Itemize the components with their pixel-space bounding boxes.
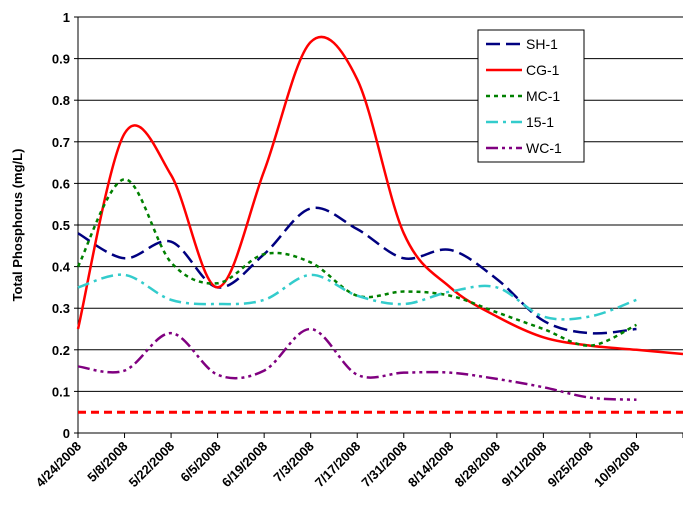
x-tick-label: 4/24/2008	[33, 439, 85, 491]
y-tick-label: 0.5	[52, 218, 70, 233]
y-tick-label: 0.7	[52, 135, 70, 150]
x-tick-label: 9/25/2008	[545, 439, 597, 491]
y-tick-label: 0	[63, 426, 70, 441]
legend-label: CG-1	[526, 62, 560, 78]
legend-label: SH-1	[526, 36, 558, 52]
series-line	[77, 273, 637, 321]
x-tick-label: 6/19/2008	[219, 439, 271, 491]
y-tick-label: 0.3	[52, 301, 70, 316]
legend-label: WC-1	[526, 140, 562, 156]
x-tick-label: 5/22/2008	[126, 439, 178, 491]
y-tick-label: 0.1	[52, 384, 70, 399]
series-line	[77, 206, 637, 335]
x-tick-label: 8/28/2008	[451, 439, 503, 491]
x-tick-label: 7/31/2008	[358, 439, 410, 491]
x-tick-label: 5/8/2008	[84, 439, 130, 485]
series-line	[77, 327, 637, 401]
x-tick-label: 8/14/2008	[405, 439, 457, 491]
x-tick-label: 9/11/2008	[499, 439, 550, 490]
y-tick-label: 1	[63, 10, 70, 25]
y-tick-label: 0.2	[52, 343, 70, 358]
legend-label: MC-1	[526, 88, 560, 104]
x-tick-label: 7/17/2008	[312, 439, 364, 491]
y-tick-label: 0.8	[52, 93, 70, 108]
series-line	[76, 177, 638, 347]
x-tick-label: 10/9/2008	[591, 439, 643, 491]
y-tick-label: 0.6	[52, 176, 70, 191]
y-tick-label: 0.9	[52, 52, 70, 67]
y-tick-label: 0.4	[52, 260, 71, 275]
y-axis-label: Total Phosphorus (mg/L)	[10, 149, 25, 302]
series-line	[76, 35, 683, 356]
x-tick-label: 6/5/2008	[177, 439, 223, 485]
x-tick-label: 7/3/2008	[270, 439, 316, 485]
legend-label: 15-1	[526, 114, 554, 130]
